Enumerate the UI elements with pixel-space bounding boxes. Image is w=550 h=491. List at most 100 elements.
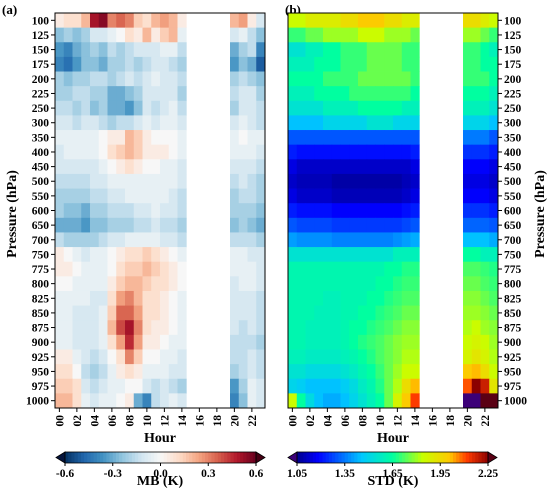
heatmap-cell <box>393 232 403 248</box>
heatmap-cell <box>98 71 108 87</box>
heatmap-cell <box>125 393 135 409</box>
heatmap-cell <box>410 378 420 394</box>
heatmap-cell <box>168 261 178 277</box>
heatmap-cell <box>331 320 341 336</box>
heatmap-cell <box>177 188 187 204</box>
heatmap-cell <box>238 378 248 394</box>
heatmap-cell <box>168 247 178 263</box>
heatmap-cell <box>340 232 350 248</box>
heatmap-cell <box>358 378 368 394</box>
heatmap-cell <box>296 100 306 116</box>
heatmap-cell <box>471 247 481 263</box>
heatmap-cell <box>133 13 143 29</box>
colorbar-segment <box>475 452 479 463</box>
heatmap-cell <box>366 217 376 233</box>
heatmap-cell <box>125 276 135 292</box>
heatmap-cell <box>463 378 473 394</box>
heatmap-cell <box>247 100 257 116</box>
heatmap-cell <box>107 393 117 409</box>
colorbar-extend-high <box>487 451 498 464</box>
y-tick-label: 850 <box>32 308 50 320</box>
heatmap-cell <box>55 130 65 146</box>
heatmap-cell <box>168 42 178 58</box>
heatmap-cell <box>375 217 385 233</box>
heatmap-cell <box>410 188 420 204</box>
heatmap-cell <box>151 290 161 306</box>
heatmap-cell <box>230 188 240 204</box>
heatmap-cell <box>151 56 161 72</box>
x-tick-label: 12 <box>159 415 171 427</box>
heatmap-cell <box>471 71 481 87</box>
heatmap-cell <box>305 247 315 263</box>
heatmap-cell <box>393 86 403 102</box>
heatmap-cell <box>142 393 152 409</box>
colorbar-segment <box>316 452 320 463</box>
heatmap-cell <box>133 100 143 116</box>
heatmap-cell <box>168 188 178 204</box>
heatmap-cell <box>340 378 350 394</box>
colorbar-segment <box>367 452 371 463</box>
heatmap-cell <box>142 305 152 321</box>
heatmap-cell <box>247 13 257 29</box>
heatmap-cell <box>323 232 333 248</box>
heatmap-cell <box>168 320 178 336</box>
heatmap-cell <box>81 115 91 131</box>
panel-b-colorbar: 1.05 1.35 1.65 1.95 2.25 <box>287 451 498 480</box>
heatmap-cell <box>256 27 266 43</box>
heatmap-cell <box>366 276 376 292</box>
heatmap-cell <box>98 393 108 409</box>
heatmap-cell <box>349 276 359 292</box>
heatmap-cell <box>168 100 178 116</box>
heatmap-cell <box>63 261 73 277</box>
heatmap-cell <box>230 71 240 87</box>
heatmap-cell <box>375 115 385 131</box>
colorbar-segment <box>135 452 139 463</box>
heatmap-cell <box>393 188 403 204</box>
heatmap-cell <box>314 86 324 102</box>
heatmap-cell <box>314 247 324 263</box>
heatmap-cell <box>98 115 108 131</box>
heatmap-cell <box>168 378 178 394</box>
heatmap-cell <box>168 349 178 365</box>
heatmap-cell <box>463 320 473 336</box>
heatmap-cell <box>230 320 240 336</box>
heatmap-cell <box>230 261 240 277</box>
heatmap-cell <box>247 378 257 394</box>
heatmap-cell <box>72 378 82 394</box>
heatmap-cell <box>90 144 100 160</box>
heatmap-cell <box>366 100 376 116</box>
heatmap-cell <box>133 159 143 175</box>
heatmap-cell <box>375 130 385 146</box>
heatmap-cell <box>142 334 152 350</box>
heatmap-cell <box>133 42 143 58</box>
heatmap-cell <box>90 349 100 365</box>
heatmap-cell <box>116 115 126 131</box>
colorbar-segment <box>154 452 158 463</box>
heatmap-cell <box>410 56 420 72</box>
heatmap-cell <box>463 100 473 116</box>
y-tick-label: 225 <box>32 88 50 100</box>
heatmap-cell <box>314 71 324 87</box>
heatmap-cell <box>489 217 499 233</box>
heatmap-cell <box>160 144 170 160</box>
y-tick-label: 200 <box>32 74 50 86</box>
heatmap-cell <box>393 130 403 146</box>
heatmap-cell <box>323 86 333 102</box>
heatmap-cell <box>133 27 143 43</box>
heatmap-cell <box>107 159 117 175</box>
heatmap-cell <box>98 334 108 350</box>
heatmap-cell <box>375 71 385 87</box>
heatmap-cell <box>305 188 315 204</box>
colorbar-segment <box>452 452 457 463</box>
heatmap-cell <box>366 115 376 131</box>
heatmap-cell <box>230 159 240 175</box>
y-tick-label: 975 <box>32 381 50 393</box>
heatmap-cell <box>168 27 178 43</box>
heatmap-cell <box>107 188 117 204</box>
colorbar-segment <box>437 452 441 463</box>
heatmap-cell <box>305 378 315 394</box>
heatmap-cell <box>323 378 333 394</box>
heatmap-cell <box>133 334 143 350</box>
colorbar-segment <box>160 452 165 463</box>
heatmap-cell <box>116 305 126 321</box>
